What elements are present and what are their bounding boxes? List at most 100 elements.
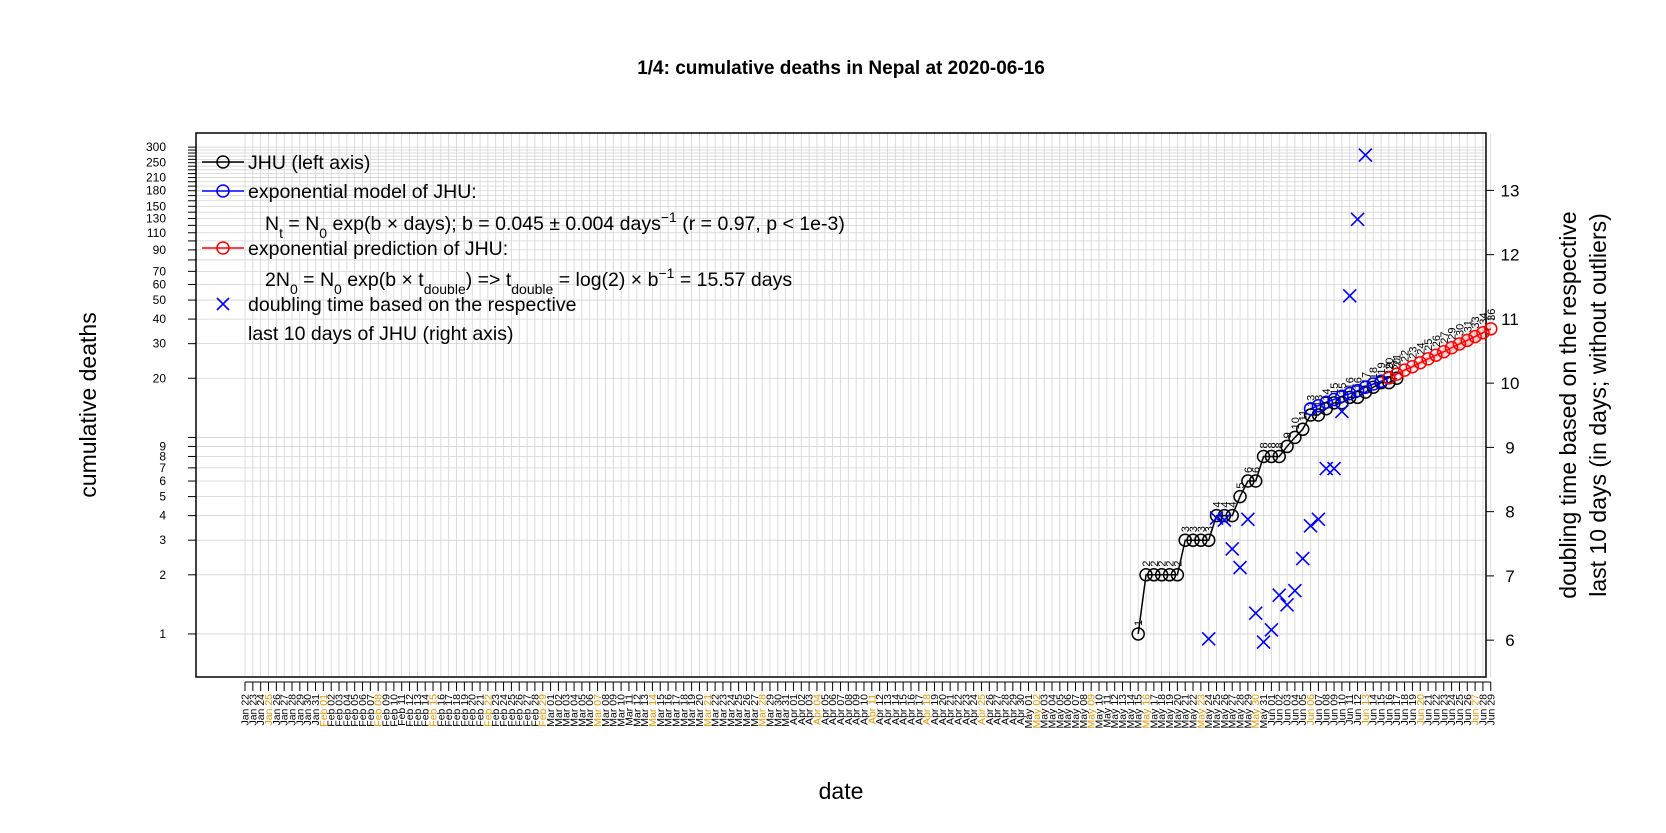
data-label-prediction: 33 (1470, 316, 1482, 328)
x-axis-tick-label: Jan 27 (279, 694, 291, 726)
x-axis-tick-label: May 02 (1031, 694, 1043, 729)
point-doubling-time (1256, 635, 1271, 650)
x-axis-tick-label: Feb 03 (334, 694, 346, 727)
x-axis-tick-label: Jun 01 (1266, 694, 1278, 726)
legend-label-jhu: JHU (left axis) (248, 152, 370, 174)
left-axis-tick-label: 180 (146, 184, 166, 198)
x-axis-tick-label: Feb 01 (318, 694, 330, 727)
x-axis-tick-label: Jun 02 (1274, 694, 1286, 726)
x-axis-tick-label: Mar 13 (639, 694, 651, 727)
x-axis-tick-label: Apr 30 (1015, 694, 1027, 725)
x-axis-tick-label: Jun 23 (1438, 694, 1450, 726)
point-jhu (1154, 568, 1169, 582)
point-jhu (1225, 508, 1239, 523)
point-jhu (1303, 408, 1318, 422)
x-axis-tick-label: May 13 (1117, 694, 1129, 729)
data-label-jhu: 8 (1266, 442, 1278, 448)
x-axis-tick-label: Jun 08 (1321, 694, 1333, 726)
point-jhu (1327, 396, 1341, 410)
x-axis-tick-label: Apr 26 (984, 694, 996, 725)
x-axis-tick-label: Apr 23 (960, 694, 972, 725)
point-jhu (1147, 568, 1161, 582)
left-axis-tick-label: 6 (159, 474, 166, 488)
left-axis-tick-label: 60 (153, 278, 167, 292)
left-axis-tick-label: 130 (146, 212, 166, 226)
data-label-jhu: 4 (1227, 502, 1239, 508)
point-jhu (1389, 371, 1404, 386)
x-axis-tick-label: Jan 23 (247, 694, 259, 726)
x-axis-tick-label: Apr 28 (999, 694, 1011, 725)
point-prediction (1484, 322, 1498, 336)
x-axis-tick-label: Apr 07 (835, 694, 847, 725)
right-axis-tick-label: 12 (1501, 246, 1520, 265)
x-axis-tick-label: Jun 28 (1477, 694, 1489, 726)
right-y-axis: 6 7 8 9 10 11 12 13 (1486, 181, 1519, 650)
x-axis-tick-label: Jun 12 (1352, 694, 1364, 726)
x-axis-tick-label: May 24 (1203, 694, 1215, 729)
right-axis-tick-label: 13 (1501, 181, 1520, 200)
point-doubling-time (1248, 606, 1263, 621)
point-doubling-time (1217, 512, 1232, 528)
x-axis-tick-label: Feb 23 (490, 694, 502, 727)
x-axis-tick-label: Feb 08 (373, 694, 385, 727)
x-axis-title: date (819, 778, 864, 804)
legend-marker-doubling (216, 297, 230, 311)
series-line-prediction (1388, 328, 1492, 379)
point-doubling-time (1334, 404, 1349, 419)
x-axis-tick-label: Feb 21 (475, 694, 487, 727)
left-axis-tick-label: 5 (159, 490, 166, 504)
x-axis-tick-label: Jan 25 (263, 694, 275, 726)
x-axis-tick-label: May 25 (1211, 694, 1223, 729)
x-axis-tick-label: Jun 29 (1485, 694, 1497, 726)
x-axis-tick-label: Apr 15 (898, 694, 910, 725)
x-axis-tick-label: Jun 27 (1470, 694, 1482, 726)
x-axis-tick-label: Apr 09 (851, 694, 863, 725)
legend-formula-prediction: 2N0 = N0 exp(b × tdouble) => tdouble = l… (265, 265, 792, 297)
x-axis-tick-label: Jun 04 (1289, 694, 1301, 726)
x-axis-tick-label: May 06 (1062, 694, 1074, 729)
point-doubling-time (1326, 461, 1342, 476)
data-label-jhu: 10 (1290, 417, 1302, 429)
x-axis-tick-label: Apr 29 (1007, 694, 1019, 725)
x-axis-tick-label: May 11 (1101, 694, 1113, 728)
x-axis-tick-label: Mar 23 (717, 694, 729, 727)
x-axis-tick-label: May 14 (1125, 694, 1137, 729)
point-prediction (1437, 344, 1451, 359)
x-axis-tick-label: Apr 21 (945, 694, 957, 725)
point-jhu (1162, 568, 1177, 582)
x-axis-tick-label: Feb 18 (451, 694, 463, 727)
x-axis-tick-label: Feb 09 (381, 694, 393, 727)
x-axis-tick-label: Apr 12 (874, 694, 886, 725)
x-axis-tick-label: Jun 06 (1305, 694, 1317, 726)
point-doubling-time (1272, 588, 1287, 603)
x-axis-tick-label: Jun 05 (1297, 694, 1309, 726)
data-label-prediction: 20 (1384, 358, 1396, 370)
x-axis-tick-label: Feb 26 (514, 694, 526, 727)
x-axis-tick-label: Apr 14 (890, 694, 902, 725)
x-axis-tick-label: Jun 15 (1376, 694, 1388, 726)
right-axis-tick-label: 8 (1505, 503, 1514, 522)
x-axis-tick-label: Mar 11 (623, 694, 635, 726)
legend-label-doubling-line2: last 10 days of JHU (right axis) (248, 323, 514, 345)
x-axis-tick-label: Jun 07 (1313, 694, 1325, 726)
x-axis-tick-label: Jan 29 (294, 694, 306, 726)
x-axis-tick-label: Mar 27 (749, 694, 761, 727)
point-prediction (1413, 355, 1427, 370)
legend-label-model: exponential model of JHU: (248, 181, 477, 203)
x-axis-tick-label: Jun 19 (1407, 694, 1419, 726)
x-axis-tick-label: Apr 24 (968, 694, 980, 725)
point-doubling-time (1303, 518, 1318, 533)
x-axis-tick-label: Jan 22 (240, 694, 252, 726)
x-axis-tick-label: May 26 (1219, 694, 1231, 729)
x-axis-tick-label: May 22 (1188, 694, 1200, 729)
point-doubling-time (1342, 288, 1357, 303)
data-label-prediction: 23 (1407, 346, 1419, 358)
x-axis-tick-label: Jun 11 (1344, 694, 1356, 725)
point-jhu (1264, 449, 1279, 464)
legend-label-doubling-line1: doubling time based on the respective (248, 294, 576, 316)
x-axis-tick-label: Apr 11 (866, 694, 878, 724)
left-axis-tick-label: 90 (153, 243, 167, 257)
point-doubling-time (1350, 212, 1365, 227)
point-model (1319, 395, 1333, 410)
legend: JHU (left axis) exponential model of JHU… (202, 152, 845, 345)
